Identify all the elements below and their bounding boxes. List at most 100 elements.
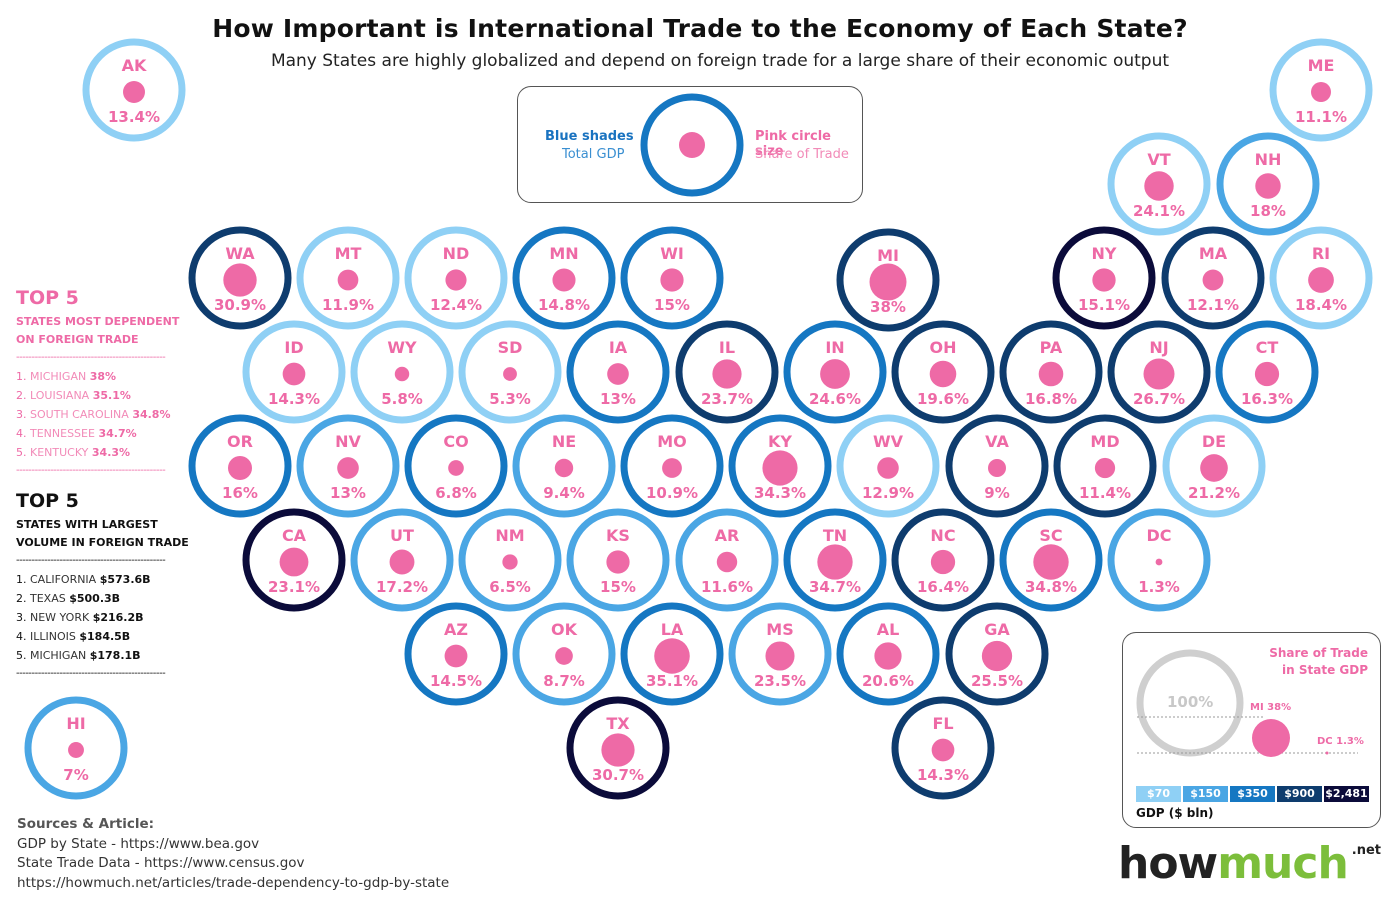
- state-trade-share: 11.1%: [1295, 108, 1347, 126]
- trade-share-dot: [1311, 82, 1331, 102]
- gdp-scale-swatch: $70: [1136, 786, 1181, 802]
- state-trade-share: 30.9%: [214, 296, 266, 314]
- state-abbr: OR: [227, 432, 253, 451]
- howmuch-logo[interactable]: howmuch .net: [1118, 838, 1381, 889]
- rank-value: $500.3B: [69, 592, 121, 605]
- trade-share-dot: [502, 554, 518, 570]
- dc-sample-label: DC 1.3%: [1317, 736, 1364, 747]
- gdp-axis-label: GDP ($ bln): [1136, 806, 1214, 820]
- gdp-legend-title: in State GDP: [1282, 663, 1368, 677]
- top5-volume-subheading: VOLUME IN FOREIGN TRADE: [16, 536, 189, 549]
- state-oh: OH 19.6%: [891, 320, 995, 424]
- state-ga: GA 25.5%: [945, 602, 1049, 706]
- state-sc: SC 34.8%: [999, 508, 1103, 612]
- ranking-item: 1. MICHIGAN 38%: [16, 367, 206, 386]
- trade-share-dot: [762, 450, 798, 486]
- state-abbr: WA: [225, 244, 255, 263]
- trade-share-dot: [448, 460, 464, 476]
- state-ks: KS 15%: [566, 508, 670, 612]
- state-trade-share: 13%: [330, 484, 366, 502]
- rank-number: 4.: [16, 630, 30, 643]
- trade-share-dot: [1155, 558, 1163, 566]
- source-line[interactable]: https://howmuch.net/articles/trade-depen…: [17, 874, 450, 891]
- state-wy: WY 5.8%: [350, 320, 454, 424]
- state-trade-share: 11.6%: [701, 578, 753, 596]
- trade-share-dot: [931, 738, 955, 762]
- state-trade-share: 34.8%: [1025, 578, 1077, 596]
- trade-share-dot: [503, 367, 517, 381]
- state-trade-share: 24.6%: [809, 390, 861, 408]
- state-trade-share: 38%: [870, 298, 906, 316]
- state-vt: VT 24.1%: [1107, 132, 1211, 236]
- rank-value: $573.6B: [99, 573, 151, 586]
- state-abbr: WY: [387, 338, 417, 357]
- state-abbr: ME: [1308, 56, 1335, 75]
- state-abbr: DE: [1202, 432, 1226, 451]
- state-trade-share: 12.9%: [862, 484, 914, 502]
- top5-dependent-heading: TOP 5: [16, 287, 79, 309]
- rank-state-name: ILLINOIS: [30, 630, 80, 643]
- logo-how: how: [1118, 838, 1218, 889]
- state-nh: NH 18%: [1216, 132, 1320, 236]
- state-abbr: SD: [498, 338, 523, 357]
- divider: ----------------------------------------…: [16, 465, 166, 476]
- state-trade-share: 24.1%: [1133, 202, 1185, 220]
- state-dc: DC 1.3%: [1107, 508, 1211, 612]
- state-co: CO 6.8%: [404, 414, 508, 518]
- state-trade-share: 11.4%: [1079, 484, 1131, 502]
- state-pa: PA 16.8%: [999, 320, 1103, 424]
- state-abbr: OK: [551, 620, 578, 639]
- state-md: MD 11.4%: [1053, 414, 1157, 518]
- state-wa: WA 30.9%: [188, 226, 292, 330]
- rank-number: 3.: [16, 611, 30, 624]
- state-trade-share: 6.8%: [435, 484, 477, 502]
- state-nv: NV 13%: [296, 414, 400, 518]
- trade-share-dot: [820, 359, 850, 389]
- state-id: ID 14.3%: [242, 320, 346, 424]
- trade-share-dot: [552, 268, 576, 292]
- state-or: OR 16%: [188, 414, 292, 518]
- state-abbr: WV: [873, 432, 904, 451]
- gdp-legend-title: Share of Trade: [1269, 646, 1368, 660]
- state-mt: MT 11.9%: [296, 226, 400, 330]
- legend-pink-label: Pink circle size: [755, 129, 831, 159]
- trade-share-dot: [445, 269, 467, 291]
- state-abbr: MI: [877, 246, 899, 265]
- state-nc: NC 16.4%: [891, 508, 995, 612]
- trade-share-dot: [660, 268, 684, 292]
- trade-share-dot: [1033, 544, 1069, 580]
- trade-share-dot: [712, 359, 742, 389]
- state-sd: SD 5.3%: [458, 320, 562, 424]
- state-il: IL 23.7%: [675, 320, 779, 424]
- state-mi: MI 38%: [836, 228, 940, 332]
- legend-blue-desc: Total GDP: [562, 147, 625, 162]
- state-trade-share: 20.6%: [862, 672, 914, 690]
- state-trade-share: 18.4%: [1295, 296, 1347, 314]
- state-abbr: TN: [823, 526, 847, 545]
- state-la: LA 35.1%: [620, 602, 724, 706]
- ranking-item: 4. ILLINOIS $184.5B: [16, 627, 216, 646]
- state-trade-share: 35.1%: [646, 672, 698, 690]
- trade-share-dot: [337, 269, 359, 291]
- state-abbr: CA: [282, 526, 307, 545]
- source-line[interactable]: State Trade Data - https://www.census.go…: [17, 855, 305, 871]
- state-abbr: AK: [122, 56, 147, 75]
- state-ut: UT 17.2%: [350, 508, 454, 612]
- state-trade-share: 13.4%: [108, 108, 160, 126]
- top5-volume-heading: TOP 5: [16, 490, 79, 512]
- ranking-item: 1. CALIFORNIA $573.6B: [16, 570, 216, 589]
- mi-sample-label: MI 38%: [1250, 702, 1292, 713]
- rank-state-name: CALIFORNIA: [30, 573, 100, 586]
- state-abbr: NV: [335, 432, 361, 451]
- state-trade-share: 34.7%: [809, 578, 861, 596]
- trade-share-dot: [555, 647, 573, 665]
- state-abbr: HI: [66, 714, 85, 733]
- state-trade-share: 16.4%: [917, 578, 969, 596]
- state-trade-share: 1.3%: [1138, 578, 1180, 596]
- state-wv: WV 12.9%: [836, 414, 940, 518]
- source-line[interactable]: GDP by State - https://www.bea.gov: [17, 835, 260, 852]
- state-abbr: MT: [335, 244, 362, 263]
- rank-value: 38%: [89, 370, 117, 383]
- state-trade-share: 14.3%: [268, 390, 320, 408]
- trade-share-dot: [817, 544, 853, 580]
